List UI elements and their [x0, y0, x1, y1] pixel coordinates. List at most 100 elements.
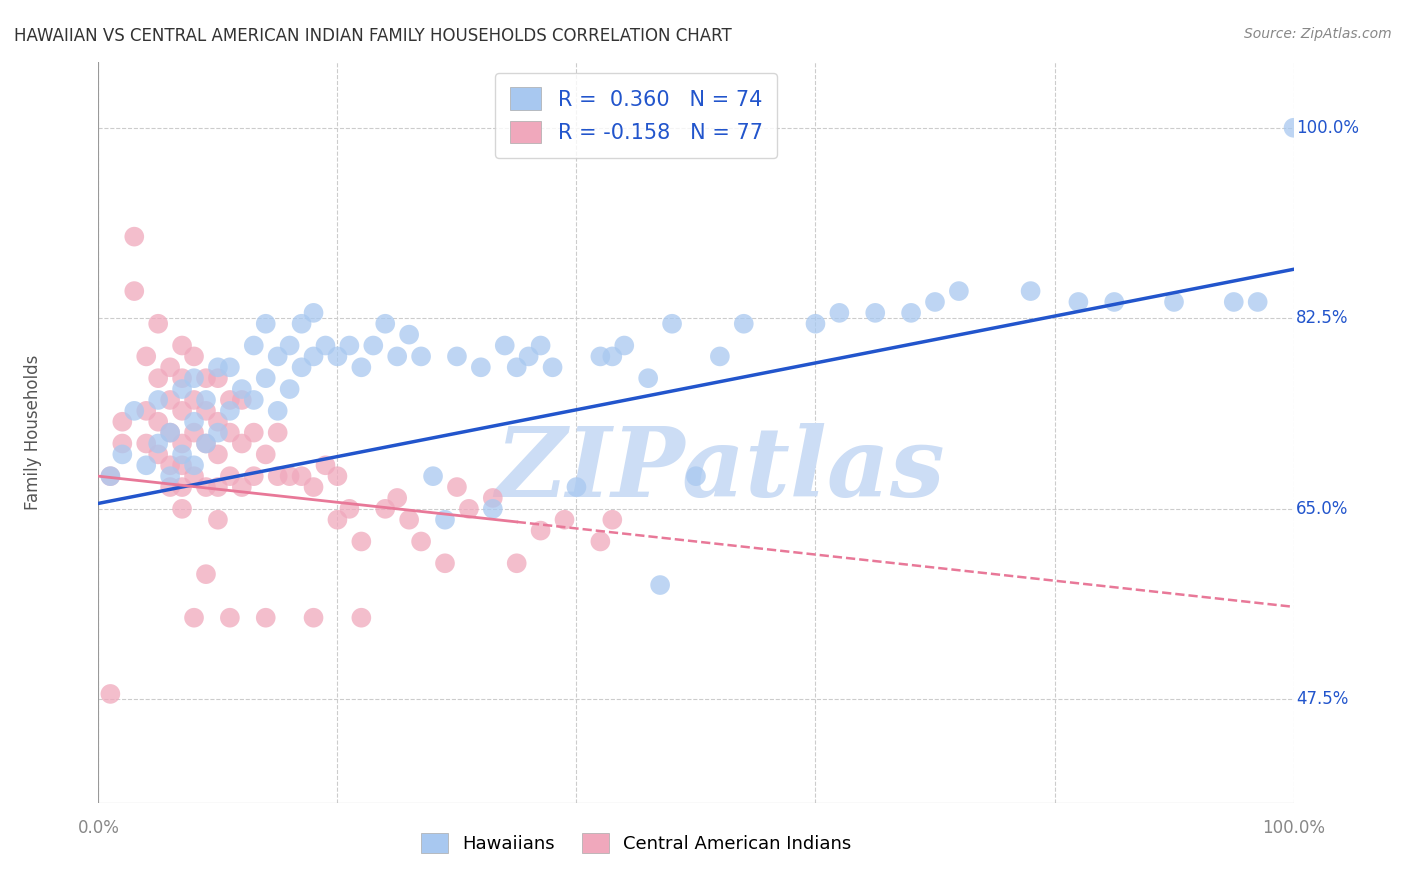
Point: [374, 501, 396, 516]
Point: [195, 404, 218, 418]
Point: [278, 338, 301, 352]
Point: [1104, 295, 1126, 310]
Text: Family Households: Family Households: [24, 355, 42, 510]
Point: [159, 392, 181, 407]
Point: [98, 469, 122, 483]
Point: [278, 382, 301, 396]
Point: [111, 415, 134, 429]
Point: [804, 317, 827, 331]
Point: [219, 611, 242, 625]
Point: [207, 360, 229, 375]
Point: [291, 317, 314, 331]
Point: [172, 382, 194, 396]
Point: [243, 469, 266, 483]
Point: [148, 447, 170, 461]
Point: [231, 480, 253, 494]
Text: Source: ZipAtlas.com: Source: ZipAtlas.com: [1244, 27, 1392, 41]
Text: 65.0%: 65.0%: [1296, 500, 1348, 518]
Point: [172, 338, 194, 352]
Point: [243, 338, 266, 352]
Point: [159, 458, 181, 473]
Point: [231, 436, 253, 450]
Point: [278, 469, 301, 483]
Point: [195, 392, 218, 407]
Point: [291, 360, 314, 375]
Point: [207, 371, 229, 385]
Point: [231, 382, 253, 396]
Point: [350, 360, 373, 375]
Point: [517, 350, 540, 364]
Point: [219, 469, 242, 483]
Point: [148, 415, 170, 429]
Point: [411, 534, 433, 549]
Point: [195, 480, 218, 494]
Point: [648, 578, 672, 592]
Point: [183, 425, 205, 440]
Point: [148, 436, 170, 450]
Point: [446, 350, 468, 364]
Point: [709, 350, 731, 364]
Point: [363, 338, 385, 352]
Point: [530, 338, 553, 352]
Point: [183, 611, 205, 625]
Point: [172, 501, 194, 516]
Point: [172, 371, 194, 385]
Legend: Hawaiians, Central American Indians: Hawaiians, Central American Indians: [413, 826, 859, 861]
Point: [530, 524, 553, 538]
Point: [302, 480, 325, 494]
Point: [183, 415, 205, 429]
Point: [207, 513, 229, 527]
Point: [207, 415, 229, 429]
Point: [302, 611, 325, 625]
Point: [685, 469, 707, 483]
Point: [1247, 295, 1270, 310]
Point: [195, 567, 218, 582]
Point: [602, 350, 624, 364]
Point: [195, 436, 218, 450]
Point: [148, 317, 170, 331]
Point: [900, 306, 922, 320]
Point: [613, 338, 636, 352]
Point: [124, 404, 146, 418]
Point: [865, 306, 887, 320]
Point: [207, 447, 229, 461]
Point: [195, 371, 218, 385]
Point: [1282, 120, 1305, 135]
Point: [924, 295, 946, 310]
Point: [98, 469, 122, 483]
Point: [1019, 284, 1042, 298]
Point: [446, 480, 468, 494]
Point: [434, 556, 457, 570]
Point: [481, 501, 505, 516]
Point: [207, 480, 229, 494]
Point: [339, 501, 361, 516]
Point: [1067, 295, 1090, 310]
Point: [183, 392, 205, 407]
Point: [326, 469, 349, 483]
Point: [111, 436, 134, 450]
Point: [243, 425, 266, 440]
Point: [183, 371, 205, 385]
Point: [315, 458, 337, 473]
Point: [1163, 295, 1185, 310]
Point: [267, 469, 290, 483]
Point: [172, 436, 194, 450]
Point: [481, 491, 505, 505]
Point: [326, 513, 349, 527]
Point: [385, 350, 409, 364]
Point: [159, 360, 181, 375]
Point: [124, 284, 146, 298]
Text: 82.5%: 82.5%: [1296, 310, 1348, 327]
Point: [159, 425, 181, 440]
Point: [385, 491, 409, 505]
Point: [470, 360, 492, 375]
Point: [219, 404, 242, 418]
Point: [302, 306, 325, 320]
Point: [565, 480, 588, 494]
Point: [326, 350, 349, 364]
Point: [172, 404, 194, 418]
Point: [254, 447, 277, 461]
Point: [231, 392, 253, 407]
Point: [589, 350, 612, 364]
Point: [541, 360, 564, 375]
